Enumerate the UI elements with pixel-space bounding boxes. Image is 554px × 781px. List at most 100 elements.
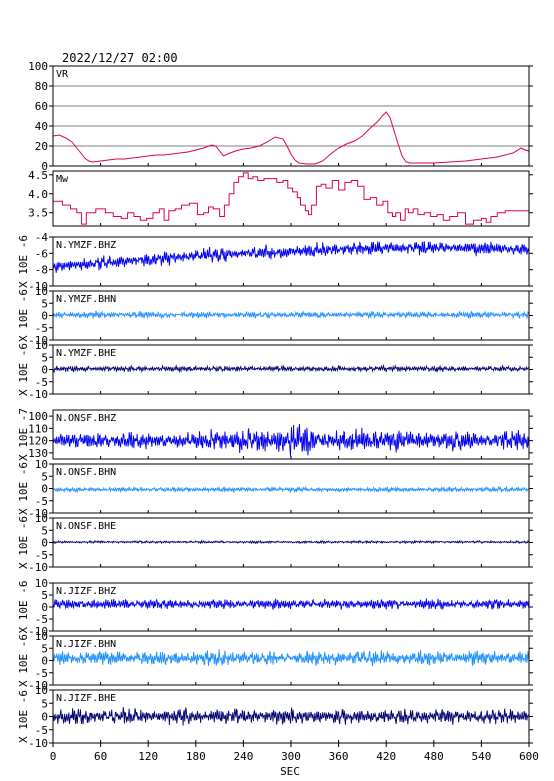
- series-line: [52, 241, 530, 273]
- y-tick-label: 0: [41, 601, 48, 614]
- y-tick-label: 10: [35, 630, 48, 643]
- y-tick-label: 130: [28, 447, 48, 460]
- y-tick-label: 0: [41, 655, 48, 668]
- series-line: [53, 485, 530, 494]
- panel-frame: [52, 65, 530, 167]
- y-tick-label: 5: [41, 589, 48, 602]
- y-tick-label: 0: [41, 483, 48, 496]
- panel-label: N.ONSF.BHE: [56, 521, 116, 532]
- y-tick-label: 10: [35, 512, 48, 525]
- y-tick-label: 10: [35, 577, 48, 590]
- panel-frame: [52, 635, 530, 686]
- x-axis: 0 60 120 180 240 300 360 420 480 540 600: [50, 743, 539, 763]
- x-tick-label: 420: [376, 750, 396, 763]
- x-tick-label: 360: [329, 750, 349, 763]
- panel-vr: 0 20 40 60 80 100 VR: [28, 60, 533, 173]
- x-tick-label: 60: [94, 750, 107, 763]
- x-tick-label: 300: [281, 750, 301, 763]
- y-tick-label: 10: [35, 458, 48, 471]
- y-axis-label: X 10E -7: [17, 408, 30, 461]
- y-axis-label: X 10E -6: [17, 343, 30, 396]
- y-tick-label: 5: [41, 642, 48, 655]
- y-axis-label: X 10E -6: [17, 690, 30, 743]
- y-tick-label: -8: [35, 264, 48, 277]
- y-tick-label: 80: [35, 80, 48, 93]
- panel-label: N.JIZF.BHN: [56, 639, 116, 650]
- panel-label: Mw: [56, 174, 69, 185]
- y-axis-label: X 10E -6: [17, 581, 30, 634]
- series-line: [52, 423, 530, 457]
- y-tick-label: 120: [28, 435, 48, 448]
- series-line: [52, 598, 530, 611]
- y-tick-label: 4.5: [28, 169, 48, 182]
- x-tick-label: 240: [233, 750, 253, 763]
- series-line: [52, 310, 530, 320]
- x-tick-label: 120: [138, 750, 158, 763]
- y-tick-label: -10: [28, 625, 48, 638]
- series-line: [52, 111, 530, 165]
- y-tick-label: -10: [28, 507, 48, 520]
- y-tick-label: -10: [28, 334, 48, 347]
- series-line: [52, 649, 530, 667]
- x-tick-label: 180: [186, 750, 206, 763]
- x-tick-label: 600: [519, 750, 539, 763]
- y-tick-label: -5: [35, 495, 48, 508]
- panel-label: N.YMZF.BHN: [56, 294, 116, 305]
- panel-label: N.JIZF.BHE: [56, 693, 116, 704]
- panel-n-ymzf-bhz: -10 -8 -6 -4 N.YMZF.BHZ X 10E -6: [17, 231, 533, 293]
- y-tick-label: 20: [35, 140, 48, 153]
- panel-label: N.JIZF.BHZ: [56, 586, 116, 597]
- y-axis-label: X 10E -6: [17, 516, 30, 569]
- y-tick-label: -5: [35, 613, 48, 626]
- panel-mw: 3.5 4.0 4.5 Mw: [28, 169, 533, 227]
- y-tick-label: 0: [41, 160, 48, 173]
- y-tick-label: -5: [35, 724, 48, 737]
- panel-label: N.ONSF.BHZ: [56, 413, 116, 424]
- y-tick-label: 5: [41, 697, 48, 710]
- x-tick-label: 0: [50, 750, 57, 763]
- y-axis-label: X 10E -6: [17, 462, 30, 515]
- y-tick-label: 4.0: [28, 188, 48, 201]
- y-tick-label: -10: [28, 388, 48, 401]
- y-tick-label: -5: [35, 549, 48, 562]
- y-tick-label: 5: [41, 351, 48, 364]
- x-axis-label: SEC: [280, 765, 300, 778]
- y-tick-label: 10: [35, 684, 48, 697]
- y-tick-label: 5: [41, 470, 48, 483]
- y-tick-label: 0: [41, 537, 48, 550]
- y-tick-label: -6: [35, 247, 48, 260]
- series-line: [52, 363, 530, 374]
- y-tick-label: 60: [35, 100, 48, 113]
- x-tick-label: 540: [471, 750, 491, 763]
- series-line: [52, 707, 530, 726]
- y-tick-label: -5: [35, 667, 48, 680]
- y-axis-label: X 10E -6: [17, 634, 30, 687]
- y-tick-label: 100: [28, 60, 48, 73]
- y-tick-label: -10: [28, 679, 48, 692]
- y-tick-label: -10: [28, 561, 48, 574]
- y-tick-label: 0: [41, 310, 48, 323]
- y-tick-label: -5: [35, 322, 48, 335]
- y-tick-label: 5: [41, 297, 48, 310]
- series-line: [52, 539, 530, 545]
- y-tick-label: -10: [28, 280, 48, 293]
- x-tick-label: 480: [424, 750, 444, 763]
- y-tick-label: 100: [28, 410, 48, 423]
- panel-label: N.ONSF.BHN: [56, 467, 116, 478]
- panel-label: VR: [56, 69, 69, 80]
- y-tick-label: 0: [41, 364, 48, 377]
- y-tick-label: 10: [35, 339, 48, 352]
- y-tick-label: -4: [35, 231, 49, 244]
- y-tick-label: 5: [41, 524, 48, 537]
- y-tick-label: 3.5: [28, 207, 48, 220]
- y-tick-label: 10: [35, 285, 48, 298]
